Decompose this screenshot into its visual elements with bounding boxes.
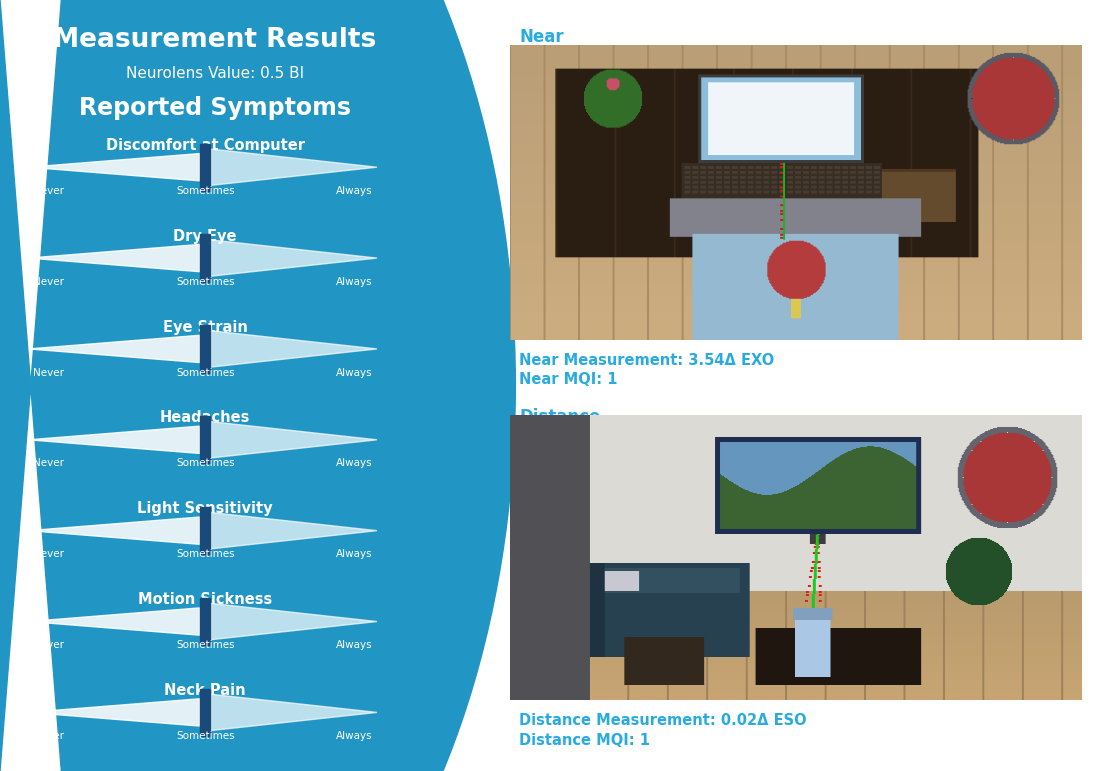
Text: Discomfort at Computer: Discomfort at Computer bbox=[105, 138, 305, 153]
Polygon shape bbox=[0, 0, 516, 771]
FancyBboxPatch shape bbox=[200, 689, 211, 736]
Text: Always: Always bbox=[336, 368, 372, 378]
Polygon shape bbox=[29, 153, 200, 181]
Polygon shape bbox=[29, 426, 200, 453]
Text: Distance: Distance bbox=[519, 408, 601, 426]
Text: Never: Never bbox=[33, 186, 65, 196]
Text: Near MQI: 1: Near MQI: 1 bbox=[519, 372, 618, 387]
Polygon shape bbox=[29, 608, 200, 635]
Text: Sometimes: Sometimes bbox=[176, 277, 235, 287]
FancyBboxPatch shape bbox=[200, 598, 211, 645]
Text: Never: Never bbox=[33, 640, 65, 650]
Text: Neck Pain: Neck Pain bbox=[165, 683, 246, 698]
Text: Reported Symptoms: Reported Symptoms bbox=[79, 96, 351, 120]
Text: Always: Always bbox=[336, 186, 372, 196]
Text: Dry Eye: Dry Eye bbox=[173, 229, 237, 244]
Polygon shape bbox=[211, 694, 377, 731]
Text: Always: Always bbox=[336, 459, 372, 469]
Polygon shape bbox=[29, 335, 200, 362]
FancyBboxPatch shape bbox=[200, 325, 211, 372]
Text: Motion Sickness: Motion Sickness bbox=[138, 592, 272, 608]
FancyBboxPatch shape bbox=[200, 143, 211, 191]
Text: Near Measurement: 3.54Δ EXO: Near Measurement: 3.54Δ EXO bbox=[519, 353, 774, 368]
Text: Near: Near bbox=[519, 28, 564, 46]
Text: Always: Always bbox=[336, 277, 372, 287]
Text: Sometimes: Sometimes bbox=[176, 549, 235, 559]
Text: Never: Never bbox=[33, 549, 65, 559]
Text: Sometimes: Sometimes bbox=[176, 640, 235, 650]
Text: Neurolens Value: 0.5 BI: Neurolens Value: 0.5 BI bbox=[126, 66, 304, 80]
Text: Sometimes: Sometimes bbox=[176, 368, 235, 378]
Text: Always: Always bbox=[336, 640, 372, 650]
Polygon shape bbox=[211, 513, 377, 549]
Text: Never: Never bbox=[33, 368, 65, 378]
Text: Always: Always bbox=[336, 549, 372, 559]
Polygon shape bbox=[211, 422, 377, 458]
Polygon shape bbox=[211, 331, 377, 367]
Text: Never: Never bbox=[33, 277, 65, 287]
Text: Distance Measurement: 0.02Δ ESO: Distance Measurement: 0.02Δ ESO bbox=[519, 713, 807, 728]
Polygon shape bbox=[29, 699, 200, 726]
Polygon shape bbox=[29, 517, 200, 544]
Text: Never: Never bbox=[33, 459, 65, 469]
Text: Always: Always bbox=[336, 731, 372, 741]
Text: Eye Strain: Eye Strain bbox=[162, 320, 248, 335]
Text: Sometimes: Sometimes bbox=[176, 459, 235, 469]
Text: Never: Never bbox=[33, 731, 65, 741]
Polygon shape bbox=[211, 604, 377, 640]
Text: Light Sensitivity: Light Sensitivity bbox=[137, 501, 273, 517]
Polygon shape bbox=[211, 240, 377, 276]
FancyBboxPatch shape bbox=[200, 507, 211, 554]
Text: Measurement Results: Measurement Results bbox=[53, 27, 376, 53]
Text: Sometimes: Sometimes bbox=[176, 731, 235, 741]
Text: Sometimes: Sometimes bbox=[176, 186, 235, 196]
Polygon shape bbox=[29, 244, 200, 271]
Text: Headaches: Headaches bbox=[160, 410, 250, 426]
Polygon shape bbox=[211, 149, 377, 185]
FancyBboxPatch shape bbox=[200, 416, 211, 463]
Text: Distance MQI: 1: Distance MQI: 1 bbox=[519, 733, 651, 748]
FancyBboxPatch shape bbox=[200, 234, 211, 281]
